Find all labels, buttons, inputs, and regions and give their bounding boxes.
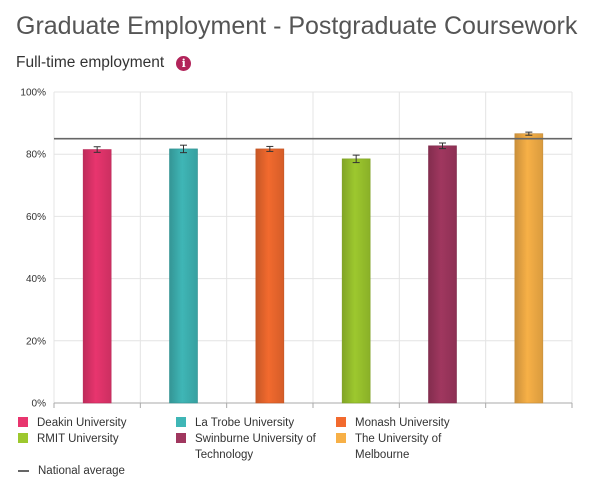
legend-item[interactable]: RMIT University [18, 431, 175, 447]
bar [514, 133, 544, 404]
bar [428, 145, 457, 404]
legend-swatch [18, 432, 28, 443]
legend-label: La Trobe University [195, 417, 295, 429]
y-tick-label: 60% [26, 212, 46, 223]
bar [255, 148, 285, 404]
legend-item[interactable]: Swinburne University of Technology [176, 431, 333, 463]
bar [341, 158, 371, 404]
legend-swatch [336, 416, 346, 427]
page-title: Graduate Employment - Postgraduate Cours… [16, 12, 578, 40]
legend-label: Deakin University [37, 417, 127, 429]
legend-line [18, 470, 29, 472]
bar [82, 149, 112, 404]
y-tick-label: 20% [26, 336, 46, 347]
legend-label: Swinburne University of Technology [195, 433, 316, 461]
bar [169, 148, 198, 404]
legend-label: National average [38, 465, 125, 477]
y-tick-label: 40% [26, 274, 46, 285]
legend-label: Monash University [355, 417, 450, 429]
info-icon[interactable]: i [176, 55, 192, 71]
legend-item[interactable]: La Trobe University [176, 415, 333, 431]
legend-label: RMIT University [37, 433, 119, 445]
y-tick-label: 100% [20, 88, 46, 99]
legend-label: The University of Melbourne [355, 433, 442, 461]
legend-swatch [176, 416, 186, 427]
legend-item[interactable]: Monash University [336, 415, 493, 431]
legend-item-national-average[interactable]: National average [18, 463, 176, 479]
chart-legend: Deakin University La Trobe University Mo… [18, 415, 593, 485]
bar-chart: 0% 20% 40% 60% 80% 100% [20, 88, 573, 410]
y-tick-label: 0% [32, 399, 47, 410]
y-tick-label: 80% [26, 150, 46, 161]
legend-item[interactable]: The University of Melbourne [336, 431, 493, 463]
legend-swatch [336, 432, 346, 443]
legend-item[interactable]: Deakin University [18, 415, 175, 431]
chart-subtitle: Full-time employment [16, 54, 165, 71]
subtitle-row: Full-time employment i [16, 54, 192, 72]
legend-swatch [18, 416, 28, 427]
legend-swatch [176, 432, 186, 443]
